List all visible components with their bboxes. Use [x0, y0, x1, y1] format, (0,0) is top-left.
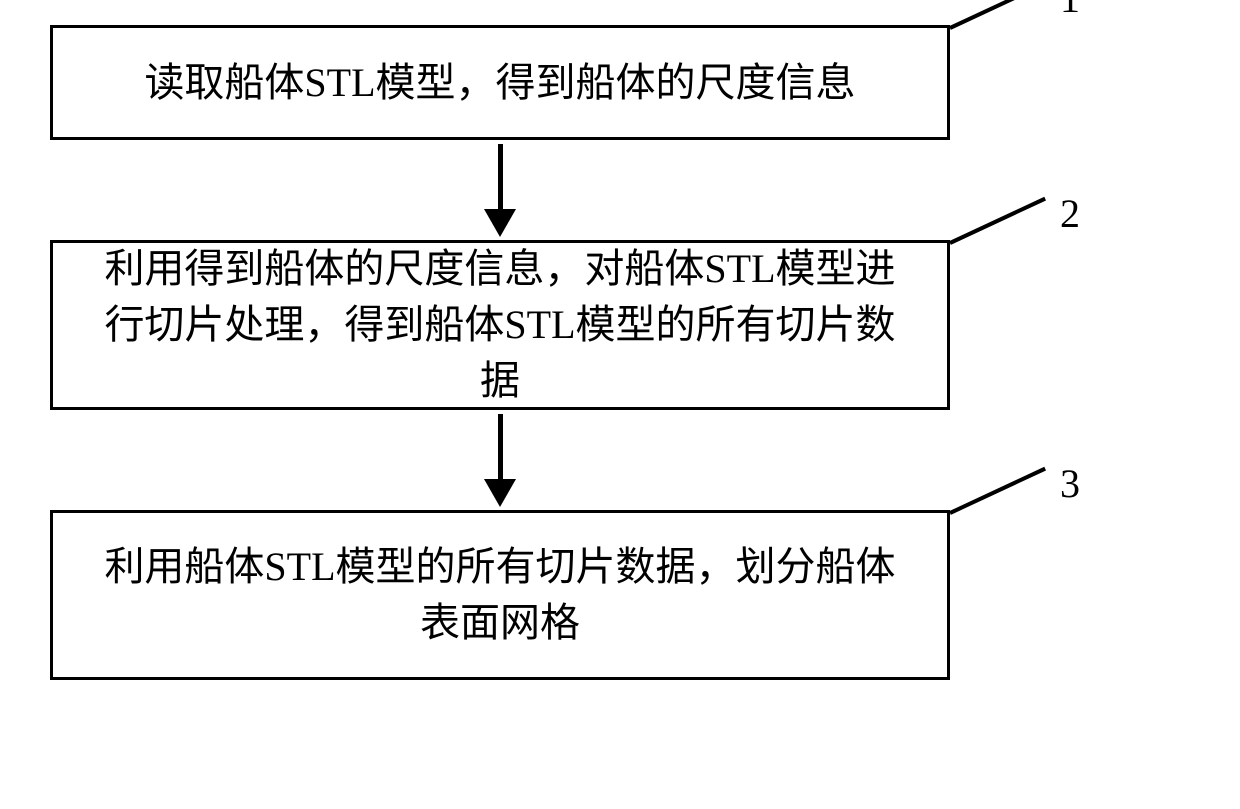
flow-node-2-text: 利用得到船体的尺度信息，对船体STL模型进行切片处理，得到船体STL模型的所有切… [93, 241, 907, 409]
arrow-icon [484, 144, 516, 237]
flow-node-2: 利用得到船体的尺度信息，对船体STL模型进行切片处理，得到船体STL模型的所有切… [50, 240, 950, 410]
leader-line-2 [949, 197, 1046, 245]
arrow-icon [484, 414, 516, 507]
flowchart-container: 读取船体STL模型，得到船体的尺度信息 1 利用得到船体的尺度信息，对船体STL… [50, 25, 1090, 680]
number-label-3: 3 [1060, 460, 1080, 507]
number-label-1: 1 [1060, 0, 1080, 22]
flow-node-1-text: 读取船体STL模型，得到船体的尺度信息 [144, 55, 855, 111]
arrow-head-icon [484, 479, 516, 507]
arrow-line [498, 144, 503, 209]
arrow-1-to-2 [50, 140, 950, 240]
number-label-2: 2 [1060, 190, 1080, 237]
arrow-line [498, 414, 503, 479]
arrow-head-icon [484, 209, 516, 237]
leader-line-3 [949, 467, 1046, 515]
flow-node-3-text: 利用船体STL模型的所有切片数据，划分船体表面网格 [93, 539, 907, 651]
flow-node-3: 利用船体STL模型的所有切片数据，划分船体表面网格 [50, 510, 950, 680]
arrow-2-to-3 [50, 410, 950, 510]
leader-line-1 [949, 0, 1046, 30]
flow-node-1: 读取船体STL模型，得到船体的尺度信息 [50, 25, 950, 140]
